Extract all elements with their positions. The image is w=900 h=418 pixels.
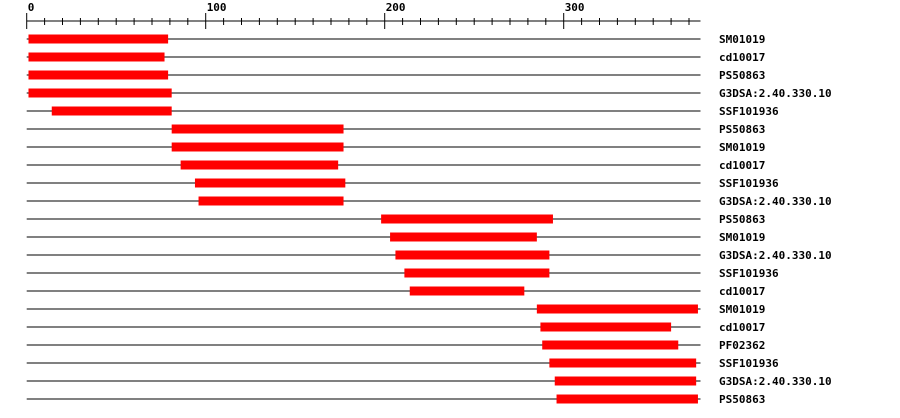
domain-bar: [381, 214, 553, 224]
track-label: cd10017: [719, 51, 765, 64]
domain-bar: [194, 178, 346, 188]
domain-bar: [556, 394, 698, 404]
domain-bar: [536, 304, 698, 314]
domain-bar: [409, 286, 525, 296]
domain-bar: [540, 322, 672, 332]
domain-bar: [549, 358, 697, 368]
track-label: cd10017: [719, 159, 765, 172]
track-label: G3DSA:2.40.330.10: [719, 195, 832, 208]
tick-label: 100: [207, 1, 227, 14]
track-label: SM01019: [719, 303, 765, 316]
track-label: G3DSA:2.40.330.10: [719, 375, 832, 388]
track-label: SSF101936: [719, 105, 779, 118]
domain-bar: [171, 124, 344, 134]
track-label: SM01019: [719, 231, 765, 244]
domain-bar: [28, 52, 165, 62]
domain-bar: [542, 340, 679, 350]
tick-label: 200: [386, 1, 406, 14]
track-label: PS50863: [719, 393, 765, 406]
track-label: SM01019: [719, 33, 765, 46]
domain-bar: [390, 232, 537, 242]
domain-bar: [171, 142, 344, 152]
domain-bar: [395, 250, 550, 260]
track-label: cd10017: [719, 321, 765, 334]
domain-bar: [51, 106, 172, 116]
domain-bar: [28, 70, 169, 80]
track-label: SSF101936: [719, 267, 779, 280]
track-label: SSF101936: [719, 357, 779, 370]
track-label: PS50863: [719, 213, 765, 226]
track-label: PS50863: [719, 123, 765, 136]
domain-bar: [404, 268, 550, 278]
track-label: G3DSA:2.40.330.10: [719, 87, 832, 100]
track-label: cd10017: [719, 285, 765, 298]
domain-bar: [180, 160, 339, 170]
domain-bar: [28, 34, 169, 44]
domain-bar: [554, 376, 697, 386]
domain-bar: [198, 196, 344, 206]
track-label: PF02362: [719, 339, 765, 352]
track-label: PS50863: [719, 69, 765, 82]
track-label: SSF101936: [719, 177, 779, 190]
tick-label: 300: [565, 1, 585, 14]
track-label: SM01019: [719, 141, 765, 154]
tick-label: 0: [28, 1, 35, 14]
domain-bar: [28, 88, 172, 98]
track-label: G3DSA:2.40.330.10: [719, 249, 832, 262]
